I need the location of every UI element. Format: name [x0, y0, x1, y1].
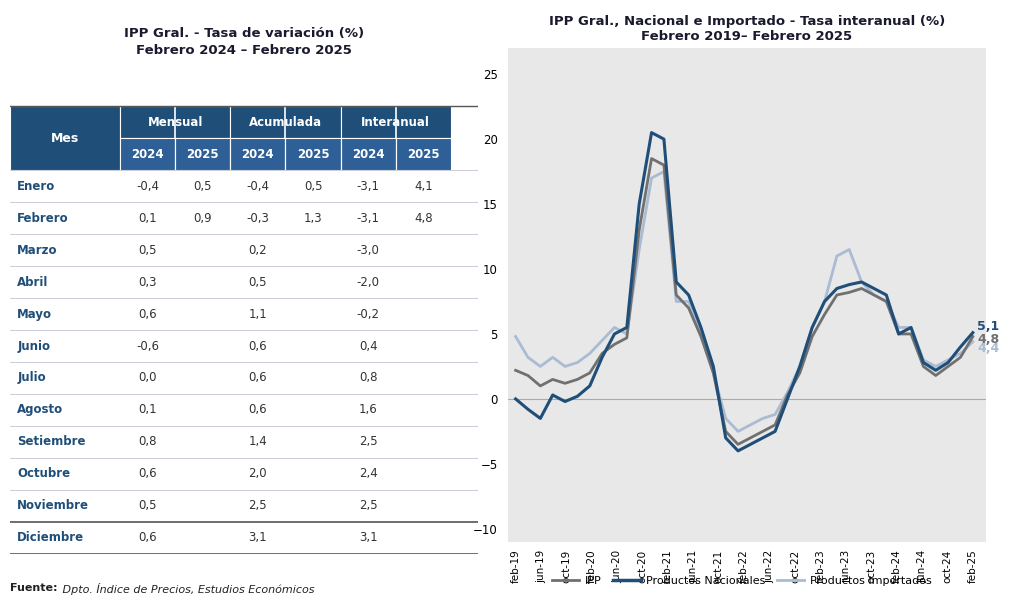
- Text: 2,5: 2,5: [359, 435, 378, 448]
- Bar: [285, 138, 340, 170]
- Text: 0,1: 0,1: [138, 403, 156, 417]
- Text: Setiembre: Setiembre: [17, 435, 85, 448]
- Text: Mayo: Mayo: [17, 308, 52, 320]
- Bar: [340, 106, 451, 138]
- Text: -0,4: -0,4: [136, 179, 160, 193]
- Text: 1,3: 1,3: [304, 212, 322, 225]
- Bar: [231, 138, 285, 170]
- Text: 0,6: 0,6: [249, 371, 267, 385]
- Text: 1,4: 1,4: [249, 435, 267, 448]
- Text: 2,4: 2,4: [359, 467, 378, 480]
- Text: 0,6: 0,6: [138, 467, 156, 480]
- Text: 2024: 2024: [242, 147, 274, 161]
- Text: 2,5: 2,5: [249, 500, 267, 512]
- Text: -0,3: -0,3: [247, 212, 269, 225]
- Text: Junio: Junio: [17, 340, 50, 353]
- Text: 4,1: 4,1: [414, 179, 433, 193]
- Text: 2024: 2024: [131, 147, 164, 161]
- Text: Julio: Julio: [17, 371, 46, 385]
- Text: 0,2: 0,2: [249, 244, 267, 256]
- Bar: [231, 106, 340, 138]
- Text: Mensual: Mensual: [147, 116, 203, 129]
- Text: 0,5: 0,5: [193, 179, 212, 193]
- Text: 0,9: 0,9: [193, 212, 212, 225]
- Text: 4,8: 4,8: [977, 333, 1000, 346]
- Bar: [340, 138, 396, 170]
- Text: Dpto. Índice de Precios, Estudios Económicos: Dpto. Índice de Precios, Estudios Económ…: [59, 583, 315, 595]
- Text: 0,5: 0,5: [249, 276, 267, 288]
- Text: Enero: Enero: [17, 179, 56, 193]
- Text: IPP Gral. - Tasa de variación (%)
Febrero 2024 – Febrero 2025: IPP Gral. - Tasa de variación (%) Febrer…: [124, 26, 364, 57]
- Text: Marzo: Marzo: [17, 244, 58, 256]
- Text: 0,0: 0,0: [138, 371, 156, 385]
- Text: 3,1: 3,1: [249, 532, 267, 544]
- Text: Octubre: Octubre: [17, 467, 70, 480]
- Text: 0,6: 0,6: [138, 308, 156, 320]
- Text: 4,8: 4,8: [414, 212, 433, 225]
- Text: 0,5: 0,5: [138, 244, 156, 256]
- Text: Interanual: Interanual: [362, 116, 430, 129]
- Text: 0,6: 0,6: [138, 532, 156, 544]
- Text: 0,6: 0,6: [249, 340, 267, 353]
- Text: 3,1: 3,1: [359, 532, 378, 544]
- Text: 0,8: 0,8: [359, 371, 377, 385]
- Text: 0,1: 0,1: [138, 212, 156, 225]
- Text: Mes: Mes: [51, 132, 79, 144]
- Text: 0,6: 0,6: [249, 403, 267, 417]
- Bar: [120, 106, 231, 138]
- Text: -2,0: -2,0: [357, 276, 380, 288]
- Text: -0,2: -0,2: [357, 308, 380, 320]
- Text: -3,1: -3,1: [357, 179, 380, 193]
- Text: Acumulada: Acumulada: [249, 116, 322, 129]
- Text: 2025: 2025: [186, 147, 219, 161]
- Text: 5,1: 5,1: [977, 320, 1000, 333]
- Text: -3,1: -3,1: [357, 212, 380, 225]
- Text: Noviembre: Noviembre: [17, 500, 89, 512]
- Text: 2025: 2025: [407, 147, 440, 161]
- Bar: [396, 138, 451, 170]
- Text: -0,4: -0,4: [246, 179, 269, 193]
- Text: 2,5: 2,5: [359, 500, 378, 512]
- Text: Diciembre: Diciembre: [17, 532, 84, 544]
- Bar: [120, 138, 175, 170]
- Text: Fuente:: Fuente:: [10, 583, 58, 593]
- Title: IPP Gral., Nacional e Importado - Tasa interanual (%)
Febrero 2019– Febrero 2025: IPP Gral., Nacional e Importado - Tasa i…: [549, 15, 945, 43]
- Text: 4,4: 4,4: [977, 342, 1000, 355]
- Text: 1,6: 1,6: [359, 403, 378, 417]
- Text: 2024: 2024: [352, 147, 384, 161]
- Text: -3,0: -3,0: [357, 244, 380, 256]
- Text: 0,8: 0,8: [138, 435, 156, 448]
- Text: 0,3: 0,3: [138, 276, 156, 288]
- Text: 2,0: 2,0: [249, 467, 267, 480]
- Legend: IPP, Productos Nacionales, Productos Importados: IPP, Productos Nacionales, Productos Imp…: [548, 571, 936, 591]
- Text: 1,1: 1,1: [249, 308, 267, 320]
- Text: 0,5: 0,5: [138, 500, 156, 512]
- Text: 2025: 2025: [297, 147, 329, 161]
- Text: 0,4: 0,4: [359, 340, 378, 353]
- Text: Agosto: Agosto: [17, 403, 63, 417]
- Text: -0,6: -0,6: [136, 340, 160, 353]
- Text: 0,5: 0,5: [304, 179, 322, 193]
- Bar: [10, 106, 120, 170]
- Bar: [175, 138, 231, 170]
- Text: Febrero: Febrero: [17, 212, 69, 225]
- Text: Abril: Abril: [17, 276, 49, 288]
